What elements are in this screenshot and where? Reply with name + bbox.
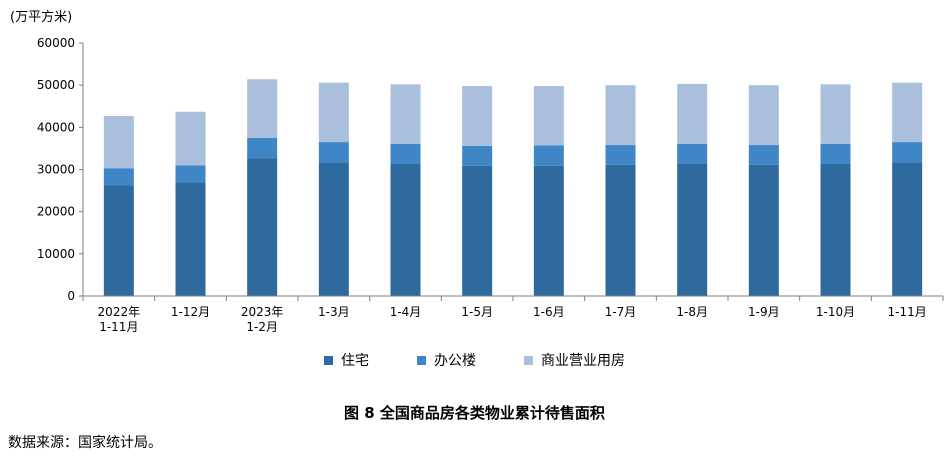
bar-commercial	[175, 111, 206, 166]
chart-legend: 住宅 办公楼 商业营业用房	[0, 350, 949, 370]
data-source-note: 数据来源：国家统计局。	[8, 435, 162, 451]
bar-office	[677, 143, 708, 164]
y-tick-label: 30000	[37, 163, 75, 177]
bar-residential	[533, 165, 564, 296]
bar-residential	[318, 162, 349, 296]
y-axis-unit-label: (万平方米)	[10, 10, 73, 25]
legend-label-residential: 住宅	[341, 353, 369, 369]
y-tick-label: 40000	[37, 120, 75, 134]
legend-item-commercial: 商业营业用房	[524, 350, 625, 370]
bar-office	[318, 142, 349, 163]
x-tick-label: 1-12月	[171, 305, 210, 319]
x-tick-label: 2023年	[241, 305, 284, 319]
bar-commercial	[892, 82, 923, 143]
bar-commercial	[247, 79, 278, 138]
x-tick-label: 1-11月	[99, 320, 138, 334]
bar-commercial	[390, 84, 421, 144]
x-tick-label: 1-10月	[816, 305, 855, 319]
bar-office	[103, 168, 134, 186]
bar-commercial	[103, 115, 134, 169]
bar-office	[820, 143, 851, 165]
bar-office	[247, 137, 278, 159]
bar-commercial	[533, 86, 564, 146]
stacked-bar-chart: 01000020000300004000050000600002022年1-11…	[37, 36, 944, 334]
x-tick-label: 1-9月	[748, 305, 780, 319]
figure-title: 图 8 全国商品房各类物业累计待售面积	[344, 404, 605, 422]
x-tick-label: 1-8月	[676, 305, 708, 319]
bar-residential	[748, 164, 779, 296]
x-tick-label: 1-6月	[533, 305, 565, 319]
legend-swatch-commercial	[524, 355, 533, 365]
y-tick-label: 60000	[37, 36, 75, 50]
bar-residential	[677, 163, 708, 296]
legend-label-office: 办公楼	[434, 353, 476, 369]
bar-commercial	[748, 85, 779, 146]
bar-office	[605, 145, 636, 165]
x-tick-label: 1-2月	[246, 320, 278, 334]
x-tick-label: 1-5月	[461, 305, 493, 319]
bar-office	[390, 143, 421, 165]
bar-office	[748, 145, 779, 165]
bar-residential	[390, 164, 421, 296]
x-tick-label: 1-11月	[888, 305, 927, 319]
y-tick-label: 50000	[37, 78, 75, 92]
bar-residential	[605, 164, 636, 296]
bar-commercial	[820, 84, 851, 144]
legend-item-office: 办公楼	[417, 350, 476, 370]
legend-swatch-office	[417, 355, 426, 365]
y-tick-label: 20000	[37, 205, 75, 219]
legend-label-commercial: 商业营业用房	[541, 353, 625, 369]
bar-office	[462, 145, 493, 166]
bar-residential	[175, 182, 206, 296]
x-tick-label: 1-3月	[318, 305, 350, 319]
bar-office	[533, 145, 564, 166]
bar-residential	[892, 162, 923, 296]
legend-item-residential: 住宅	[324, 350, 369, 370]
bar-commercial	[318, 82, 349, 143]
bar-residential	[247, 158, 278, 296]
bar-commercial	[462, 86, 493, 146]
x-tick-label: 1-7月	[605, 305, 637, 319]
bar-office	[892, 142, 923, 163]
y-tick-label: 0	[67, 289, 75, 303]
bar-residential	[820, 164, 851, 296]
x-tick-label: 2022年	[98, 305, 141, 319]
bar-residential	[462, 165, 493, 296]
bar-commercial	[677, 83, 708, 144]
bar-office	[175, 165, 206, 183]
legend-swatch-residential	[324, 355, 333, 365]
x-tick-label: 1-4月	[390, 305, 422, 319]
y-tick-label: 10000	[37, 247, 75, 261]
bar-commercial	[605, 85, 636, 146]
bar-residential	[103, 185, 134, 296]
